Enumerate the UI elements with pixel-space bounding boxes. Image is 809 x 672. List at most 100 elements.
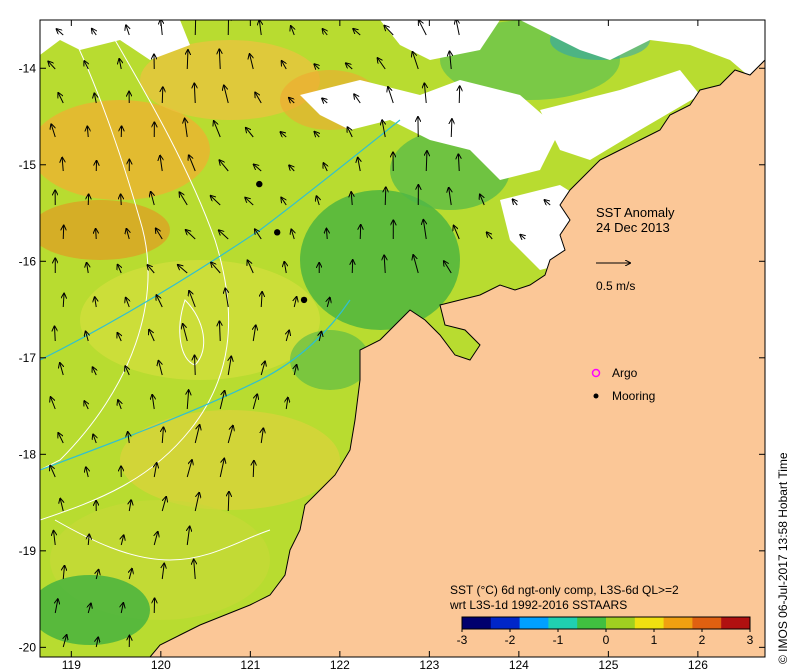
- velocity-arrow: [152, 395, 154, 410]
- velocity-arrow: [126, 229, 129, 240]
- velocity-arrow: [50, 466, 56, 478]
- lat-tick-label: -15: [19, 158, 37, 172]
- velocity-arrow: [156, 295, 163, 308]
- velocity-arrow: [126, 25, 129, 36]
- velocity-arrow: [162, 87, 163, 104]
- map-title-line2: 24 Dec 2013: [596, 220, 670, 235]
- velocity-arrow: [194, 425, 199, 444]
- colorbar-segment: [490, 617, 521, 629]
- velocity-arrow: [147, 265, 155, 274]
- velocity-arrow: [246, 128, 254, 138]
- velocity-arrow: [319, 332, 321, 342]
- velocity-arrow: [385, 187, 386, 206]
- velocity-arrow: [160, 156, 162, 172]
- colorbar-segment: [519, 617, 549, 629]
- velocity-arrow: [456, 20, 459, 36]
- colorbar-caption-line1: SST (°C) 6d ngt-only comp, L3S-6d QL>=2: [450, 583, 679, 597]
- mooring-marker: [256, 180, 263, 188]
- velocity-arrow: [252, 394, 257, 410]
- sst-anomaly-patches: [40, 20, 650, 645]
- velocity-arrow: [88, 604, 91, 614]
- argo-legend-label: Argo: [612, 366, 638, 380]
- mooring-legend-label: Mooring: [612, 389, 655, 403]
- velocity-arrow: [121, 603, 123, 614]
- velocity-arrow: [346, 63, 353, 70]
- velocity-arrow: [55, 599, 58, 614]
- velocity-arrow: [93, 367, 97, 376]
- velocity-arrow: [87, 263, 89, 274]
- velocity-arrow: [322, 98, 327, 103]
- mooring-legend-marker: [593, 393, 599, 399]
- velocity-arrow: [187, 527, 189, 546]
- velocity-arrow: [282, 61, 287, 70]
- velocity-arrow: [480, 195, 485, 206]
- velocity-arrow: [291, 26, 294, 36]
- velocity-arrow: [426, 151, 427, 172]
- velocity-arrow: [121, 194, 122, 206]
- velocity-arrow: [96, 570, 98, 580]
- velocity-arrow: [117, 333, 121, 342]
- velocity-arrow: [314, 64, 319, 69]
- velocity-arrow: [54, 531, 56, 546]
- velocity-arrow: [254, 165, 262, 172]
- colorbar-segment: [663, 617, 693, 629]
- velocity-arrow: [255, 229, 262, 240]
- velocity-arrow: [289, 165, 294, 172]
- velocity-arrow: [156, 228, 163, 240]
- lon-tick-label: 124: [509, 658, 529, 672]
- velocity-arrow: [487, 232, 493, 240]
- velocity-arrow: [119, 59, 121, 70]
- colorbar-segment: [634, 617, 665, 629]
- velocity-arrow: [118, 400, 121, 410]
- velocity-arrow: [224, 85, 229, 104]
- velocity-arrow: [245, 198, 254, 206]
- velocity-arrow: [186, 460, 192, 478]
- colorbar: -3 -2 -1 0 1 2 3: [457, 616, 754, 647]
- lat-tick-label: -17: [19, 351, 37, 365]
- velocity-arrow: [121, 535, 123, 546]
- velocity-arrow: [128, 432, 130, 444]
- velocity-arrow: [93, 435, 96, 444]
- velocity-arrow: [382, 120, 385, 138]
- velocity-arrow: [384, 255, 385, 274]
- velocity-arrow: [284, 262, 286, 274]
- velocity-arrow: [294, 297, 296, 308]
- current-velocity-arrows: [48, 20, 551, 648]
- lon-tick-label: 126: [688, 658, 708, 672]
- velocity-arrow: [261, 362, 265, 376]
- velocity-arrow: [317, 196, 320, 206]
- velocity-arrow: [154, 463, 156, 478]
- velocity-arrow: [353, 29, 361, 36]
- colorbar-caption-line2: wrt L3S-1d 1992-2016 SSTAARS: [449, 598, 627, 612]
- velocity-arrow: [178, 265, 188, 274]
- velocity-arrow: [358, 158, 360, 172]
- velocity-arrow: [92, 29, 96, 36]
- velocity-arrow: [129, 500, 131, 512]
- velocity-arrow: [545, 200, 551, 205]
- velocity-arrow: [180, 192, 188, 206]
- velocity-arrow: [348, 127, 353, 138]
- velocity-arrow: [228, 357, 231, 376]
- velocity-arrow: [280, 132, 287, 137]
- velocity-arrow: [194, 560, 196, 580]
- velocity-arrow: [151, 192, 155, 206]
- velocity-arrow: [351, 192, 352, 206]
- velocity-arrow: [194, 493, 199, 512]
- velocity-arrow: [125, 366, 129, 376]
- velocity-arrow: [48, 62, 56, 70]
- velocity-arrow: [219, 459, 224, 478]
- velocity-arrow: [158, 361, 163, 376]
- lon-tick-label: 119: [62, 658, 81, 672]
- velocity-arrow: [423, 220, 426, 240]
- lon-tick-label: 120: [151, 658, 171, 672]
- colorbar-segment: [692, 617, 722, 629]
- velocity-arrow: [219, 230, 229, 240]
- velocity-arrow: [211, 196, 221, 206]
- velocity-arrow: [195, 20, 196, 36]
- velocity-arrow: [55, 326, 56, 342]
- lat-tick-label: -16: [19, 254, 37, 268]
- velocity-arrow: [149, 330, 155, 342]
- colorbar-tick-label: 2: [699, 633, 706, 647]
- velocity-arrow: [60, 363, 63, 376]
- velocity-arrow: [291, 229, 294, 240]
